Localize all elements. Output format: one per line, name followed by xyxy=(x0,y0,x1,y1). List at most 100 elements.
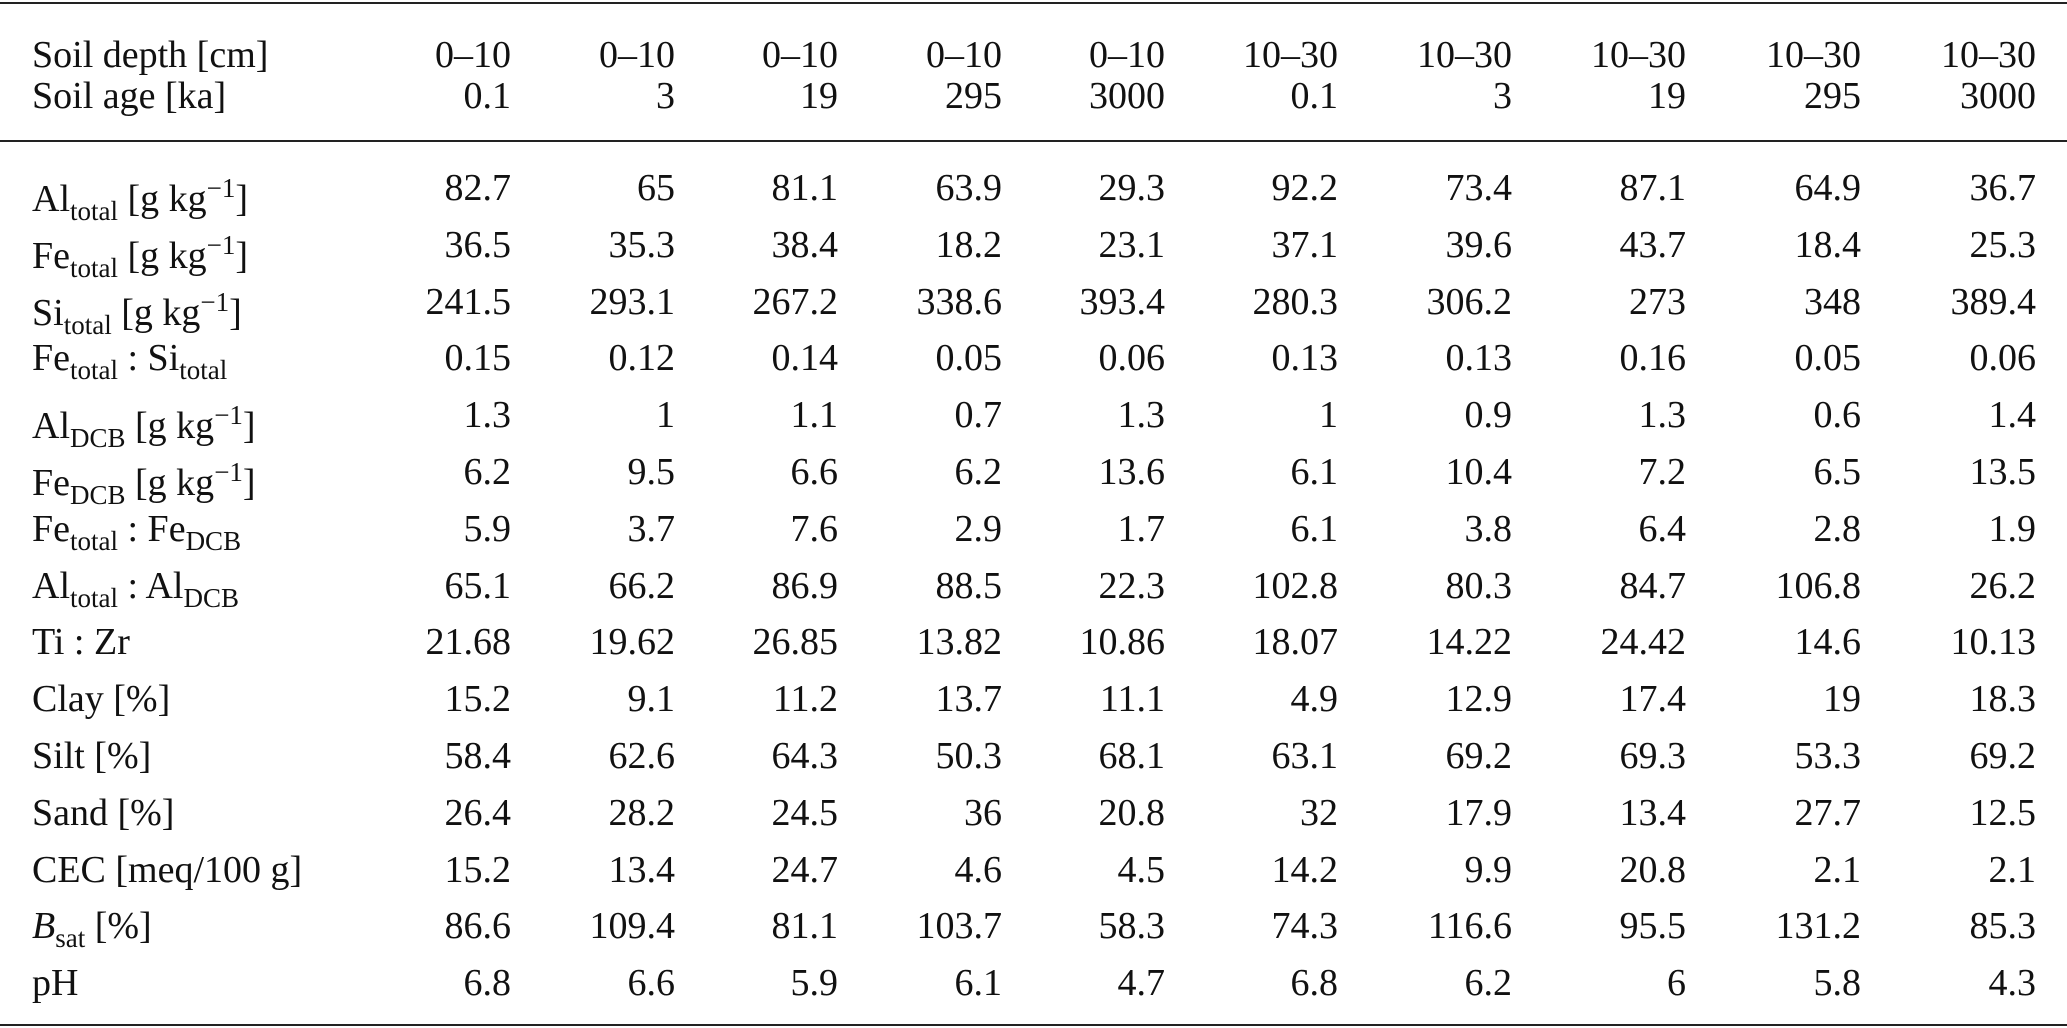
cell-value: 13.7 xyxy=(935,678,1003,721)
cell-value: 53.3 xyxy=(1794,735,1862,777)
cell-value: 0.7 xyxy=(954,394,1003,437)
cell-value: 86.6 xyxy=(444,905,512,948)
cell-value: 23.1 xyxy=(1098,223,1166,266)
cell-value: 116.6 xyxy=(1427,905,1512,948)
cell-value: 3 xyxy=(656,75,675,117)
cell-value: 39.6 xyxy=(1445,223,1513,266)
cell-value: 6.1 xyxy=(954,962,1003,1005)
cell-value: 0.13 xyxy=(1445,337,1513,380)
row-label: AlDCB [g kg−1] xyxy=(32,393,256,453)
label-text: Al xyxy=(32,405,70,448)
label-text: ] xyxy=(235,234,249,277)
cell-value: 19 xyxy=(800,75,838,117)
cell-value: 14.22 xyxy=(1426,621,1513,664)
cell-value: 65.1 xyxy=(444,564,512,607)
cell-value: 6.2 xyxy=(463,451,512,493)
row-label: Silt [%] xyxy=(32,734,151,778)
cell-value: 0.06 xyxy=(1969,337,2037,380)
cell-value: 87.1 xyxy=(1619,167,1687,209)
cell-value: 2.1 xyxy=(1813,848,1862,891)
cell-value: 13.6 xyxy=(1098,451,1166,493)
row-label: CEC [meq/100 g] xyxy=(32,848,302,892)
cell-value: 4.6 xyxy=(954,848,1003,891)
label-text: CEC [meq/100 g] xyxy=(32,848,303,891)
cell-value: 21.68 xyxy=(425,621,512,664)
cell-value: 36 xyxy=(964,791,1002,834)
label-sub: total xyxy=(63,309,112,340)
label-sub: DCB xyxy=(183,582,239,613)
cell-value: 63.9 xyxy=(935,167,1003,209)
cell-value: 6.1 xyxy=(1290,507,1339,550)
label-sub: total xyxy=(70,252,118,283)
cell-value: 4.9 xyxy=(1290,678,1339,721)
label-text: [g kg xyxy=(118,234,207,277)
cell-value: 106.8 xyxy=(1775,564,1862,607)
cell-value: 95.5 xyxy=(1619,905,1687,948)
cell-value: 1.7 xyxy=(1117,507,1166,550)
cell-value: 25.3 xyxy=(1969,223,2037,266)
cell-value: 2.1 xyxy=(1988,848,2037,891)
cell-value: 6.8 xyxy=(1290,962,1339,1005)
cell-value: 92.2 xyxy=(1271,167,1339,209)
label-text: Ti : Zr xyxy=(32,621,130,664)
cell-value: 0.05 xyxy=(935,337,1003,380)
label-text: [g kg xyxy=(118,178,207,220)
cell-value: 3 xyxy=(1493,75,1512,117)
cell-value: 15.2 xyxy=(444,678,512,721)
cell-value: 64.3 xyxy=(771,735,839,777)
cell-value: 6.6 xyxy=(627,962,676,1005)
cell-value: 10.4 xyxy=(1445,451,1513,493)
cell-value: 73.4 xyxy=(1445,167,1513,209)
cell-value: 14.6 xyxy=(1794,621,1862,664)
cell-value: 1.3 xyxy=(463,394,512,437)
cell-value: 4.7 xyxy=(1117,962,1166,1005)
row-label: Ti : Zr xyxy=(32,620,130,664)
cell-value: 9.5 xyxy=(627,451,676,493)
label-text: Fe xyxy=(32,234,70,277)
cell-value: 4.3 xyxy=(1988,962,2037,1005)
cell-value: 273 xyxy=(1629,280,1686,323)
cell-value: 10–30 xyxy=(1766,34,1861,76)
cell-value: 64.9 xyxy=(1794,167,1862,209)
cell-value: 15.2 xyxy=(444,848,512,891)
label-text: ] xyxy=(242,462,256,504)
cell-value: 0.06 xyxy=(1098,337,1166,380)
label-sup: −1 xyxy=(206,229,236,260)
row-label: Fetotal : Sitotal xyxy=(32,336,227,385)
cell-value: 1.3 xyxy=(1117,394,1166,437)
cell-value: 19.62 xyxy=(589,621,676,664)
label-text: Al xyxy=(32,564,70,607)
cell-value: 24.5 xyxy=(771,791,839,834)
cell-value: 3.8 xyxy=(1464,507,1513,550)
cell-value: 0.05 xyxy=(1794,337,1862,380)
cell-value: 10.86 xyxy=(1079,621,1166,664)
cell-value: 29.3 xyxy=(1098,167,1166,209)
row-label: Clay [%] xyxy=(32,677,170,721)
header-label: Soil age [ka] xyxy=(32,75,227,117)
cell-value: 241.5 xyxy=(425,280,512,323)
label-sup: −1 xyxy=(200,286,230,317)
cell-value: 3.7 xyxy=(627,507,676,550)
cell-value: 24.42 xyxy=(1600,621,1687,664)
row-label: FeDCB [g kg−1] xyxy=(32,450,256,510)
cell-value: 20.8 xyxy=(1619,848,1687,891)
cell-value: 0–10 xyxy=(926,34,1002,76)
header-rule xyxy=(0,140,2067,142)
cell-value: 0.16 xyxy=(1619,337,1687,380)
label-sub: total xyxy=(70,196,118,226)
cell-value: 66.2 xyxy=(608,564,676,607)
cell-value: 10–30 xyxy=(1941,34,2036,76)
label-italic: B xyxy=(32,905,56,948)
cell-value: 338.6 xyxy=(916,280,1003,323)
cell-value: 6.2 xyxy=(1464,962,1513,1005)
cell-value: 62.6 xyxy=(608,735,676,777)
row-label: pH xyxy=(32,961,78,1005)
cell-value: 103.7 xyxy=(916,905,1003,948)
cell-value: 81.1 xyxy=(771,905,839,948)
label-text: Silt [%] xyxy=(32,735,152,777)
row-label: Bsat [%] xyxy=(32,904,152,953)
header-label: Soil depth [cm] xyxy=(32,34,269,76)
cell-value: 6.1 xyxy=(1290,451,1339,493)
cell-value: 10–30 xyxy=(1417,34,1512,76)
cell-value: 348 xyxy=(1804,280,1861,323)
